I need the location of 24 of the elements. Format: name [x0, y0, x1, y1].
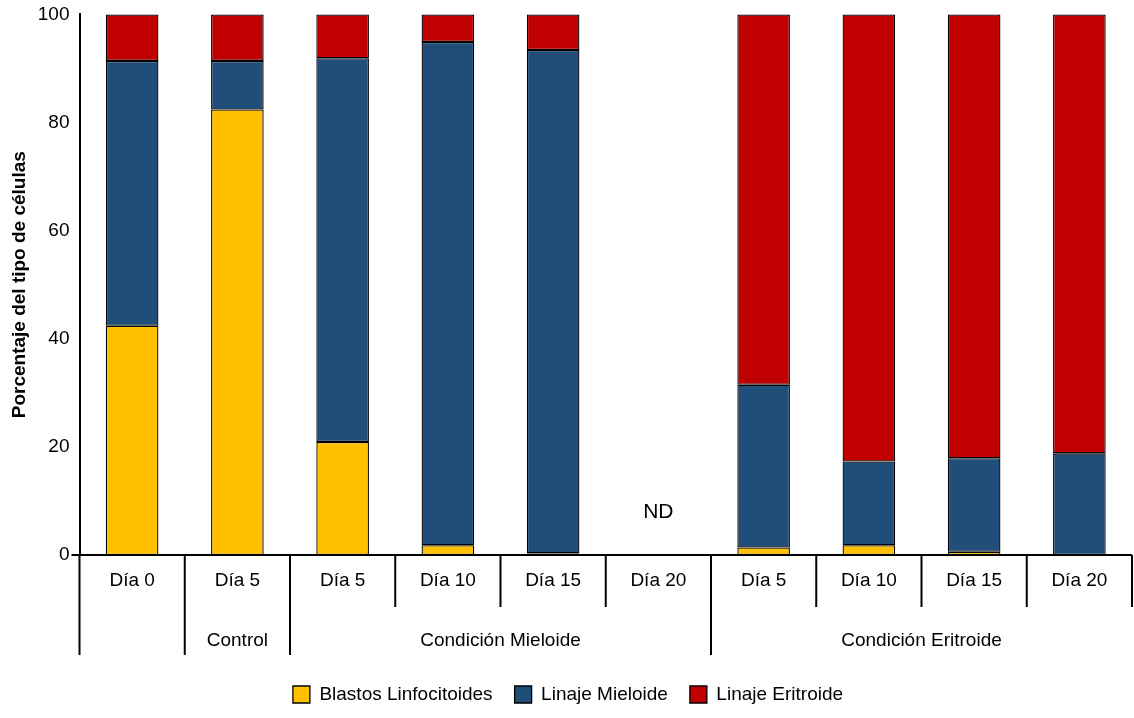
legend-label: Blastos Linfocitoides: [319, 682, 493, 704]
legend-label: Linaje Eritroide: [716, 682, 844, 704]
legend-label: Linaje Mieloide: [541, 682, 668, 704]
text: Condición Mieloide: [420, 629, 581, 651]
x-tick-label: Día 10: [419, 568, 476, 590]
x-tick-label: Día 15: [946, 568, 1003, 590]
x-tick-label: Día 5: [214, 568, 261, 590]
x-tick-label: Día 20: [630, 568, 687, 590]
x-tick-label: Día 5: [319, 568, 366, 590]
y-tick-label: 20: [48, 435, 70, 457]
x-tick-label: Día 15: [525, 568, 582, 590]
x-tick-label: Día 5: [740, 568, 787, 590]
y-tick-label: 40: [48, 326, 70, 348]
x-tick-label: Día 10: [840, 568, 897, 590]
y-tick-label: 100: [37, 2, 70, 24]
y-tick-label: 0: [58, 543, 70, 565]
x-tick-label: Día 0: [109, 568, 155, 590]
annotation: ND: [643, 498, 674, 522]
x-tick-label: Día 20: [1051, 568, 1108, 590]
y-axis-title: Porcentaje del tipo de células: [7, 151, 29, 419]
y-tick-label: 60: [48, 218, 70, 240]
text: Condición Eritroide: [841, 629, 1002, 651]
y-tick-label: 80: [48, 110, 70, 132]
text: Control: [206, 629, 268, 651]
